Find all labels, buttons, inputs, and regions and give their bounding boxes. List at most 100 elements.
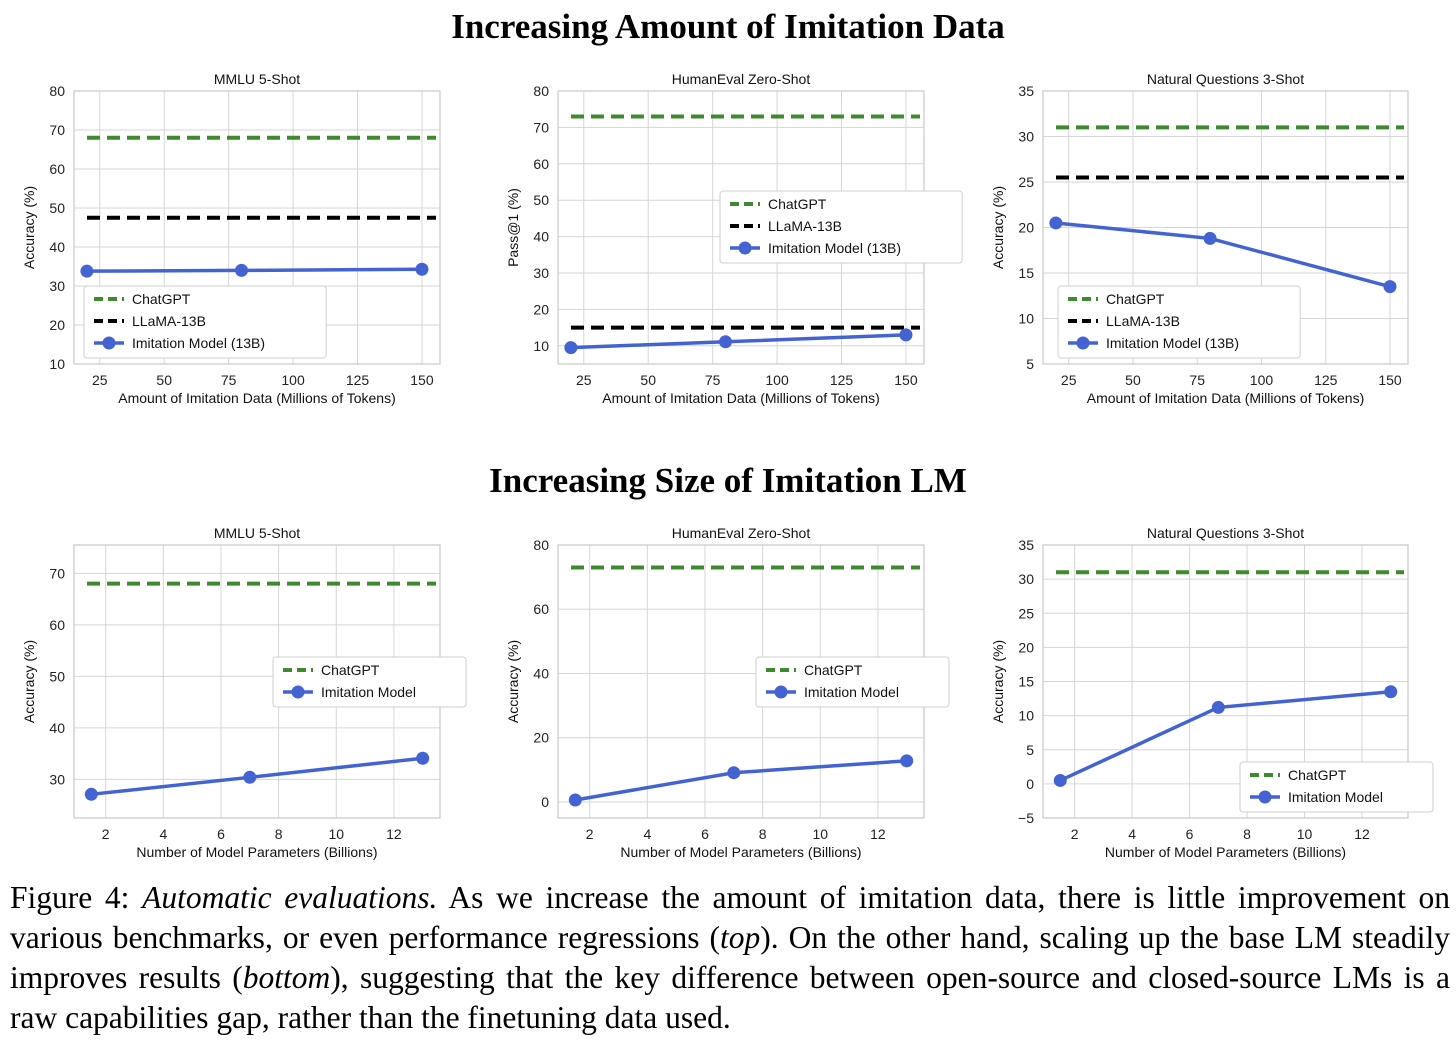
y-tick-label: 80 bbox=[533, 537, 549, 553]
x-tick-label: 8 bbox=[1243, 826, 1251, 842]
chart-title: HumanEval Zero-Shot bbox=[672, 525, 811, 541]
x-tick-label: 50 bbox=[156, 372, 172, 388]
caption-text-1: As we increase the amount of imitation d… bbox=[10, 880, 1451, 955]
y-tick-label: 30 bbox=[533, 265, 549, 281]
legend: ChatGPT LLaMA-13B Imitation Model (13B) bbox=[719, 190, 963, 264]
legend-marker bbox=[1258, 790, 1272, 804]
x-tick-label: 10 bbox=[328, 826, 344, 842]
x-tick-label: 75 bbox=[221, 372, 237, 388]
legend-label: Imitation Model (13B) bbox=[768, 240, 901, 256]
x-tick-label: 4 bbox=[1128, 826, 1136, 842]
data-point bbox=[1211, 700, 1225, 714]
y-axis-label: Accuracy (%) bbox=[21, 186, 37, 269]
data-point bbox=[1383, 280, 1397, 294]
legend: ChatGPT Imitation Model bbox=[755, 656, 950, 708]
chart-title: Natural Questions 3-Shot bbox=[1147, 71, 1304, 87]
y-axis-label: Accuracy (%) bbox=[990, 640, 1006, 723]
row-title-top: Increasing Amount of Imitation Data bbox=[451, 7, 1005, 46]
x-tick-label: 75 bbox=[1189, 372, 1205, 388]
y-tick-label: 15 bbox=[1018, 265, 1034, 281]
plot-frame bbox=[1042, 90, 1409, 365]
x-tick-label: 100 bbox=[765, 372, 789, 388]
y-tick-label: 60 bbox=[49, 617, 65, 633]
chart-4: 30 40 50 60 70 2 4 6 8 10 12 MMLU 5-Shot Number of M… bbox=[21, 525, 467, 860]
chart-2: 10 20 30 40 50 60 70 80 25 50 75 100 125 150 HumanEval… bbox=[505, 71, 963, 406]
y-tick-label: 10 bbox=[533, 338, 549, 354]
y-tick-label: 50 bbox=[49, 200, 65, 216]
chart-6: −5 0 5 10 15 20 25 30 35 2 4 6 8 10 12 Natural Question… bbox=[990, 525, 1434, 860]
legend-label: LLaMA-13B bbox=[1106, 313, 1180, 329]
series-line-imitation-model bbox=[91, 756, 423, 797]
legend-label: ChatGPT bbox=[132, 291, 191, 307]
legend-label: ChatGPT bbox=[1106, 291, 1165, 307]
data-point bbox=[1053, 773, 1067, 787]
x-tick-label: 12 bbox=[870, 826, 886, 842]
y-tick-label: 20 bbox=[49, 317, 65, 333]
x-tick-label: 150 bbox=[410, 372, 434, 388]
x-tick-label: 6 bbox=[217, 826, 225, 842]
legend-label: ChatGPT bbox=[768, 196, 827, 212]
legend-label: Imitation Model (13B) bbox=[132, 335, 265, 351]
y-tick-label: 20 bbox=[533, 301, 549, 317]
data-point bbox=[719, 335, 733, 349]
data-point bbox=[899, 328, 913, 342]
y-tick-label: 40 bbox=[49, 239, 65, 255]
legend-box bbox=[755, 656, 950, 708]
x-tick-label: 2 bbox=[586, 826, 594, 842]
legend-marker bbox=[774, 685, 788, 699]
y-tick-label: 25 bbox=[1018, 605, 1034, 621]
x-tick-label: 10 bbox=[1297, 826, 1313, 842]
y-tick-label: 35 bbox=[1018, 537, 1034, 553]
legend-box bbox=[719, 190, 963, 264]
x-axis-label: Amount of Imitation Data (Millions of To… bbox=[602, 390, 880, 406]
y-tick-label: 80 bbox=[49, 83, 65, 99]
chart-3: 5 10 15 20 25 30 35 25 50 75 100 125 150 Natural Ques… bbox=[990, 71, 1409, 406]
legend-box bbox=[1239, 761, 1434, 813]
x-tick-label: 25 bbox=[576, 372, 592, 388]
data-point bbox=[415, 262, 429, 276]
x-tick-label: 6 bbox=[701, 826, 709, 842]
y-tick-label: 30 bbox=[1018, 571, 1034, 587]
x-axis-label: Amount of Imitation Data (Millions of To… bbox=[1087, 390, 1365, 406]
legend-box bbox=[83, 285, 327, 359]
legend-label: Imitation Model bbox=[1288, 789, 1383, 805]
data-point bbox=[1203, 231, 1217, 245]
legend: ChatGPT LLaMA-13B Imitation Model (13B) bbox=[83, 285, 327, 359]
x-tick-label: 50 bbox=[1125, 372, 1141, 388]
y-tick-label: 20 bbox=[1018, 220, 1034, 236]
x-tick-label: 8 bbox=[759, 826, 767, 842]
y-tick-label: 40 bbox=[533, 665, 549, 681]
y-tick-label: 0 bbox=[1026, 776, 1034, 792]
x-tick-label: 4 bbox=[643, 826, 651, 842]
y-tick-label: 25 bbox=[1018, 174, 1034, 190]
legend: ChatGPT LLaMA-13B Imitation Model (13B) bbox=[1057, 285, 1301, 359]
x-tick-label: 150 bbox=[894, 372, 918, 388]
caption-italic-bottom: bottom bbox=[242, 960, 331, 995]
plot-frame bbox=[1042, 544, 1409, 819]
legend-box bbox=[1057, 285, 1301, 359]
data-point bbox=[80, 264, 94, 278]
y-tick-label: 50 bbox=[49, 668, 65, 684]
legend-label: LLaMA-13B bbox=[768, 218, 842, 234]
y-tick-label: 30 bbox=[1018, 129, 1034, 145]
caption-text-2: ). On the other hand, scaling up the bas… bbox=[10, 920, 1450, 995]
data-point bbox=[564, 341, 578, 355]
row-title-bottom: Increasing Size of Imitation LM bbox=[489, 461, 967, 500]
x-tick-label: 4 bbox=[159, 826, 167, 842]
legend-label: ChatGPT bbox=[1288, 767, 1347, 783]
y-tick-label: 15 bbox=[1018, 674, 1034, 690]
legend-label: ChatGPT bbox=[321, 662, 380, 678]
y-tick-label: 10 bbox=[49, 356, 65, 372]
legend-marker bbox=[1076, 336, 1090, 350]
chart-title: Natural Questions 3-Shot bbox=[1147, 525, 1304, 541]
y-tick-label: 20 bbox=[533, 730, 549, 746]
x-tick-label: 125 bbox=[1314, 372, 1338, 388]
x-axis-label: Amount of Imitation Data (Millions of To… bbox=[118, 390, 396, 406]
legend-label: LLaMA-13B bbox=[132, 313, 206, 329]
y-tick-label: 70 bbox=[49, 565, 65, 581]
legend-label: Imitation Model bbox=[804, 684, 899, 700]
y-tick-label: 35 bbox=[1018, 83, 1034, 99]
caption-label: Figure 4: bbox=[10, 880, 130, 915]
y-axis-label: Accuracy (%) bbox=[990, 186, 1006, 269]
y-tick-label: 20 bbox=[1018, 639, 1034, 655]
